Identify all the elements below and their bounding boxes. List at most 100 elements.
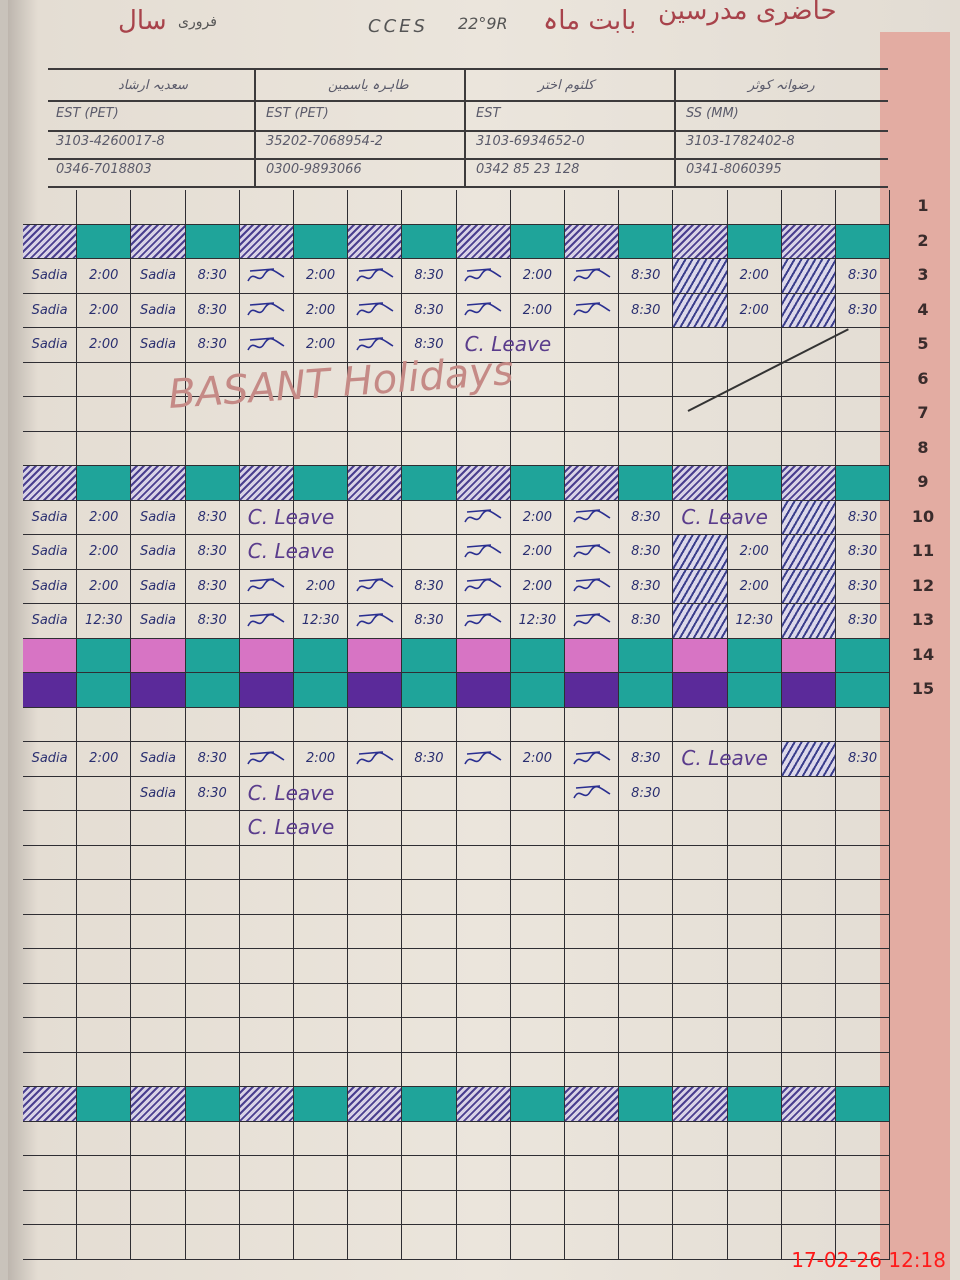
hatched-signature [673, 569, 728, 604]
grid-cell [294, 431, 349, 466]
grid-cell [673, 811, 728, 846]
attendance-entry: 8:30 [619, 742, 674, 777]
grid-cell [727, 949, 782, 984]
hatched-signature [781, 500, 836, 535]
grid-cell [239, 707, 294, 742]
attendance-entry: 8:30 [402, 569, 457, 604]
grid-cell [781, 397, 836, 432]
teacher-cnic: 3103-6934652-0 [476, 134, 585, 149]
grid-cell [619, 1156, 674, 1191]
grid-cell [348, 845, 403, 880]
grid-cell [781, 949, 836, 984]
leave-note: C. Leave [247, 815, 335, 839]
attendance-entry: 12:30 [510, 604, 565, 639]
grid-cell [348, 397, 403, 432]
attendance-entry: Sadia [23, 742, 78, 777]
day-number-margin [880, 32, 950, 1280]
colored-cell [619, 1087, 674, 1122]
grid-cell [565, 362, 620, 397]
signature [239, 328, 294, 363]
grid-cell [781, 1156, 836, 1191]
colored-cell [402, 1087, 457, 1122]
colored-cell [239, 466, 294, 501]
grid-cell [510, 880, 565, 915]
grid-cell [77, 880, 132, 915]
signature [348, 569, 403, 604]
signature [348, 293, 403, 328]
colored-cell [77, 638, 132, 673]
hatched-signature [673, 259, 728, 294]
grid-cell [23, 845, 78, 880]
grid-cell [565, 845, 620, 880]
attendance-entry: Sadia [131, 328, 186, 363]
grid-cell [673, 1018, 728, 1053]
colored-cell [348, 224, 403, 259]
grid-cell [185, 949, 240, 984]
colored-cell [402, 673, 457, 708]
attendance-entry: 12:30 [727, 604, 782, 639]
grid-cell [727, 845, 782, 880]
colored-cell [77, 224, 132, 259]
leave-note: C. Leave [681, 504, 768, 529]
grid-cell [456, 914, 511, 949]
grid-cell [185, 1121, 240, 1156]
grid-cell [185, 1190, 240, 1225]
grid-cell [836, 880, 891, 915]
grid-cell [781, 1190, 836, 1225]
grid-cell [294, 362, 349, 397]
attendance-entry: Sadia [131, 742, 186, 777]
grid-cell [836, 431, 891, 466]
column-divider [254, 68, 256, 188]
colored-cell [565, 1087, 620, 1122]
signature [348, 604, 403, 639]
day-number: 8 [917, 437, 929, 457]
hatched-signature [781, 569, 836, 604]
grid-cell [402, 431, 457, 466]
grid-cell [727, 500, 782, 535]
grid-cell [185, 811, 240, 846]
grid-cell [402, 983, 457, 1018]
day-number: 10 [911, 506, 935, 526]
column-divider [674, 68, 676, 188]
colored-cell [836, 638, 891, 673]
colored-cell [565, 224, 620, 259]
grid-cell [23, 811, 78, 846]
colored-cell [185, 1087, 240, 1122]
colored-cell [294, 1087, 349, 1122]
grid-cell [727, 328, 782, 363]
grid-cell [619, 983, 674, 1018]
grid-cell [185, 190, 240, 225]
attendance-entry: Sadia [23, 293, 78, 328]
grid-cell [185, 880, 240, 915]
grid-cell [836, 397, 891, 432]
grid-cell [77, 431, 132, 466]
grid-cell [402, 500, 457, 535]
hatched-signature [673, 293, 728, 328]
grid-cell [781, 1018, 836, 1053]
grid-cell [294, 1225, 349, 1260]
grid-cell [619, 190, 674, 225]
colored-cell [565, 466, 620, 501]
grid-cell [510, 190, 565, 225]
grid-cell [836, 707, 891, 742]
colored-cell [619, 638, 674, 673]
attendance-entry: 8:30 [619, 293, 674, 328]
grid-cell [23, 880, 78, 915]
attendance-entry: 2:00 [510, 535, 565, 570]
grid-cell [456, 1052, 511, 1087]
grid-cell [456, 362, 511, 397]
colored-cell [131, 224, 186, 259]
grid-cell [294, 914, 349, 949]
grid-cell [781, 707, 836, 742]
colored-cell [565, 638, 620, 673]
teacher-cnic: 3103-4260017-8 [56, 134, 165, 149]
grid-cell [23, 1018, 78, 1053]
grid-cell [727, 1190, 782, 1225]
attendance-entry: Sadia [23, 328, 78, 363]
grid-cell [77, 1052, 132, 1087]
day-number: 13 [911, 610, 935, 629]
grid-cell [239, 1052, 294, 1087]
colored-cell [131, 466, 186, 501]
colored-cell [294, 466, 349, 501]
month-value: فروری [178, 14, 217, 30]
